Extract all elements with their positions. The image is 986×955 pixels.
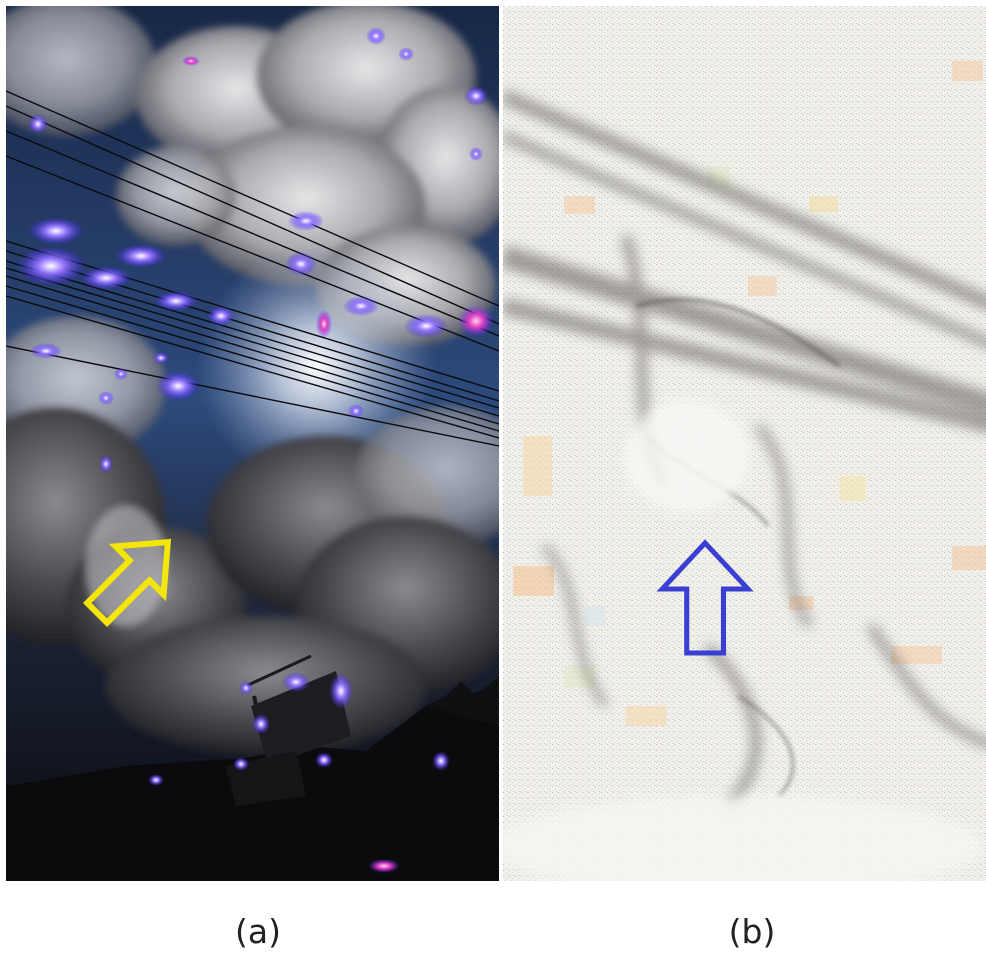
lower-clouds [6, 316, 499, 756]
sky-photo [6, 6, 499, 881]
blue-arrow-icon [656, 539, 754, 656]
yellow-arrow-icon [82, 538, 172, 628]
caption-b: (b) [728, 912, 776, 951]
texture-panel-b [503, 6, 986, 881]
color-blocks [513, 61, 986, 726]
texture-map [503, 6, 986, 881]
detection-spots [16, 27, 494, 873]
photo-panel-a [6, 6, 499, 881]
caption-a: (a) [235, 912, 281, 951]
